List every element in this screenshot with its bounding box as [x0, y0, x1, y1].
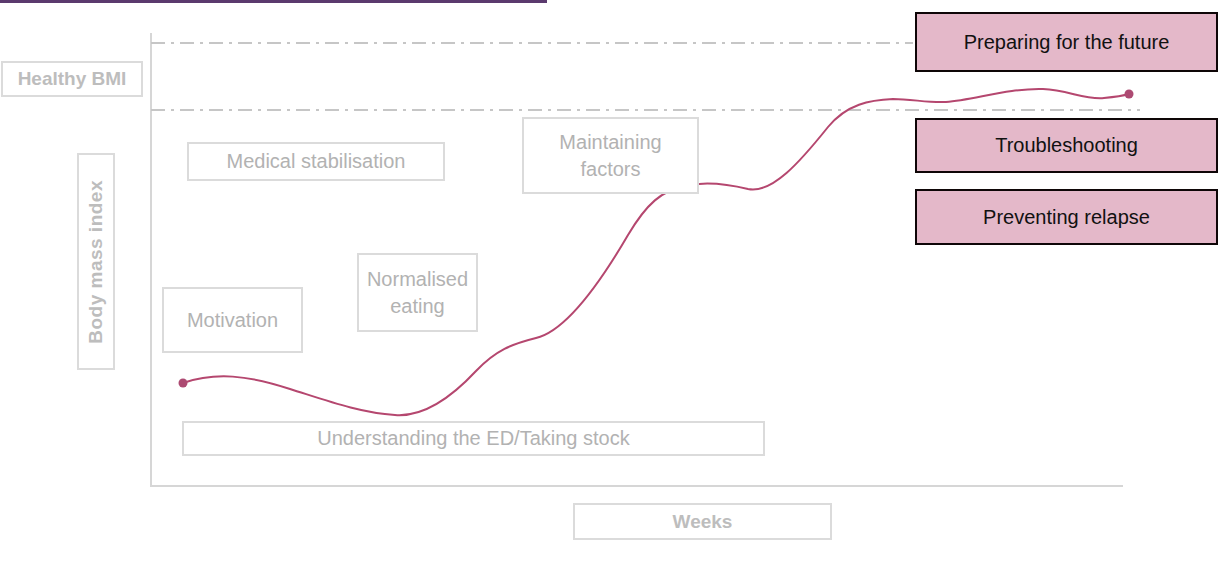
stage-label: Motivation	[187, 307, 278, 334]
stage-label: Medical stabilisation	[227, 148, 406, 175]
curve-end-dot	[1125, 90, 1134, 99]
stage-box-maintaining-factors: Maintaining factors	[522, 117, 699, 194]
stage-box-motivation: Motivation	[162, 287, 303, 353]
stage-label: Normalised eating	[367, 266, 468, 320]
y-axis-label: Body mass index	[83, 180, 109, 344]
x-axis-label-box: Weeks	[573, 503, 832, 540]
y-axis-label-box: Body mass index	[77, 153, 115, 370]
x-axis-label: Weeks	[673, 509, 733, 535]
phase-box-preparing-for-future: Preparing for the future	[915, 12, 1218, 72]
phase-box-troubleshooting: Troubleshooting	[915, 118, 1218, 173]
phase-box-preventing-relapse: Preventing relapse	[915, 189, 1218, 245]
phase-label: Preparing for the future	[964, 31, 1170, 54]
stage-label: Understanding the ED/Taking stock	[317, 425, 629, 452]
stage-box-medical-stabilisation: Medical stabilisation	[187, 142, 445, 181]
phase-label: Preventing relapse	[983, 206, 1150, 229]
healthy-bmi-label-box: Healthy BMI	[1, 61, 143, 97]
recovery-diagram: Healthy BMI Body mass index Weeks Medica…	[0, 0, 1222, 562]
curve-start-dot	[179, 379, 188, 388]
stage-label: Maintaining factors	[542, 129, 679, 183]
stage-box-understanding-ed: Understanding the ED/Taking stock	[182, 421, 765, 456]
phase-label: Troubleshooting	[995, 134, 1138, 157]
stage-box-normalised-eating: Normalised eating	[357, 253, 478, 332]
plot-area	[0, 0, 1222, 562]
healthy-bmi-label: Healthy BMI	[18, 66, 127, 92]
